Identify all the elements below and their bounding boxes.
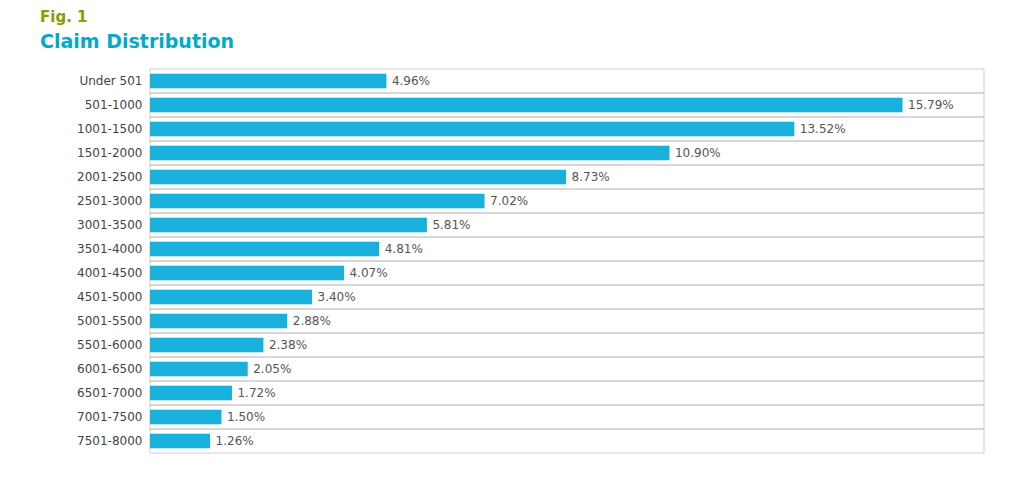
svg-text:4.81%: 4.81% — [385, 242, 423, 256]
svg-text:Under 501: Under 501 — [79, 74, 142, 88]
svg-text:5001-5500: 5001-5500 — [77, 314, 142, 328]
svg-text:1.72%: 1.72% — [237, 386, 275, 400]
svg-text:2.38%: 2.38% — [269, 338, 307, 352]
svg-text:4001-4500: 4001-4500 — [77, 266, 142, 280]
svg-text:10.90%: 10.90% — [675, 146, 721, 160]
svg-text:501-1000: 501-1000 — [81, 98, 143, 112]
svg-text:1001-1500: 1001-1500 — [77, 122, 142, 136]
svg-text:1.50%: 1.50% — [227, 410, 265, 424]
svg-text:2.05%: 2.05% — [253, 362, 291, 376]
svg-text:5501-6000: 5501-6000 — [77, 338, 142, 352]
svg-text:13.52%: 13.52% — [800, 122, 846, 136]
svg-text:4.07%: 4.07% — [349, 266, 387, 280]
svg-text:15.79%: 15.79% — [908, 98, 954, 112]
svg-text:6501-7000: 6501-7000 — [77, 386, 142, 400]
svg-text:7001-7500: 7001-7500 — [77, 410, 142, 424]
svg-text:8.73%: 8.73% — [572, 170, 610, 184]
html-text:Fig. 1: Fig. 1 — [40, 8, 88, 26]
svg-text:7.02%: 7.02% — [490, 194, 528, 208]
svg-text:1.26%: 1.26% — [216, 434, 254, 448]
svg-text:7501-8000: 7501-8000 — [77, 434, 142, 448]
svg-text:2.88%: 2.88% — [293, 314, 331, 328]
svg-text:1501-2000: 1501-2000 — [77, 146, 142, 160]
html-text:Claim Distribution: Claim Distribution — [40, 30, 235, 52]
svg-text:4.96%: 4.96% — [392, 74, 430, 88]
svg-text:6001-6500: 6001-6500 — [77, 362, 142, 376]
svg-text:3.40%: 3.40% — [318, 290, 356, 304]
svg-text:2001-2500: 2001-2500 — [77, 170, 142, 184]
svg-text:4501-5000: 4501-5000 — [77, 290, 142, 304]
svg-text:3001-3500: 3001-3500 — [77, 218, 142, 232]
svg-text:2501-3000: 2501-3000 — [77, 194, 142, 208]
svg-text:3501-4000: 3501-4000 — [77, 242, 142, 256]
svg-text:5.81%: 5.81% — [432, 218, 470, 232]
